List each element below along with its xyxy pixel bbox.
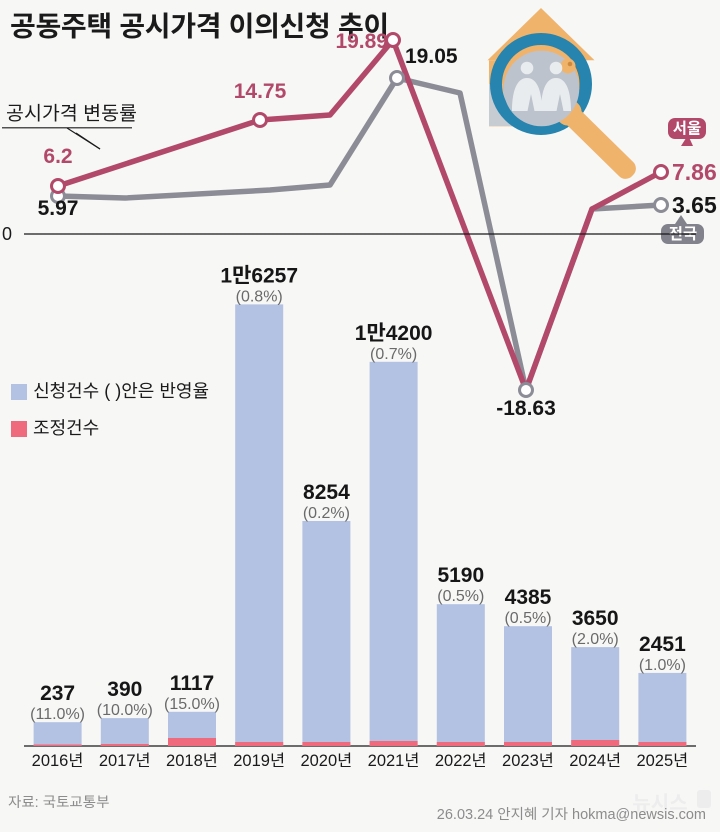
svg-text:237: 237 xyxy=(40,682,75,705)
svg-text:3650: 3650 xyxy=(572,607,619,630)
svg-text:5.97: 5.97 xyxy=(38,197,79,220)
svg-text:1117: 1117 xyxy=(170,672,214,695)
svg-text:2017년: 2017년 xyxy=(99,752,151,770)
svg-text:7.86: 7.86 xyxy=(672,159,717,185)
svg-text:2018년: 2018년 xyxy=(166,752,218,770)
svg-text:(1.0%): (1.0%) xyxy=(639,657,686,674)
svg-text:390: 390 xyxy=(107,678,142,701)
svg-text:(2.0%): (2.0%) xyxy=(572,631,619,648)
svg-text:(10.0%): (10.0%) xyxy=(97,702,153,719)
svg-text:2022년: 2022년 xyxy=(435,752,487,770)
svg-text:5190: 5190 xyxy=(437,564,484,587)
svg-text:조정건수: 조정건수 xyxy=(33,418,99,438)
svg-text:공시가격 변동률: 공시가격 변동률 xyxy=(6,103,137,125)
svg-text:(0.5%): (0.5%) xyxy=(437,588,484,605)
svg-text:1만6257: 1만6257 xyxy=(220,264,298,287)
svg-text:2021년: 2021년 xyxy=(368,752,420,770)
svg-text:(0.2%): (0.2%) xyxy=(303,505,350,522)
svg-text:2024년: 2024년 xyxy=(569,752,621,770)
svg-text:19.05: 19.05 xyxy=(405,45,458,68)
svg-text:2025년: 2025년 xyxy=(636,752,688,770)
svg-text:(0.7%): (0.7%) xyxy=(370,346,417,363)
svg-text:서울: 서울 xyxy=(673,121,702,138)
svg-text:3.65: 3.65 xyxy=(672,192,717,218)
svg-text:자료: 국토교통부: 자료: 국토교통부 xyxy=(8,795,109,811)
svg-text:19.89: 19.89 xyxy=(335,30,388,53)
svg-text:(11.0%): (11.0%) xyxy=(30,706,85,723)
svg-text:8254: 8254 xyxy=(303,481,350,504)
svg-text:(0.8%): (0.8%) xyxy=(236,288,283,305)
svg-text:26.03.24 안지혜 기자 hokma@newsis.c: 26.03.24 안지혜 기자 hokma@newsis.com xyxy=(437,807,706,823)
svg-text:(15.0%): (15.0%) xyxy=(164,696,220,713)
svg-text:4385: 4385 xyxy=(505,586,552,609)
svg-text:2020년: 2020년 xyxy=(300,752,352,770)
svg-text:2023년: 2023년 xyxy=(502,752,554,770)
svg-text:1만4200: 1만4200 xyxy=(355,322,433,345)
svg-text:2451: 2451 xyxy=(639,633,686,656)
svg-text:0: 0 xyxy=(2,224,12,244)
svg-text:2016년: 2016년 xyxy=(32,752,84,770)
svg-text:2019년: 2019년 xyxy=(233,752,285,770)
svg-text:-18.63: -18.63 xyxy=(496,397,556,420)
svg-text:6.2: 6.2 xyxy=(43,145,72,168)
svg-text:14.75: 14.75 xyxy=(234,80,287,103)
svg-text:(0.5%): (0.5%) xyxy=(504,610,551,627)
svg-text:신청건수 ( )안은 반영율: 신청건수 ( )안은 반영율 xyxy=(33,381,209,401)
